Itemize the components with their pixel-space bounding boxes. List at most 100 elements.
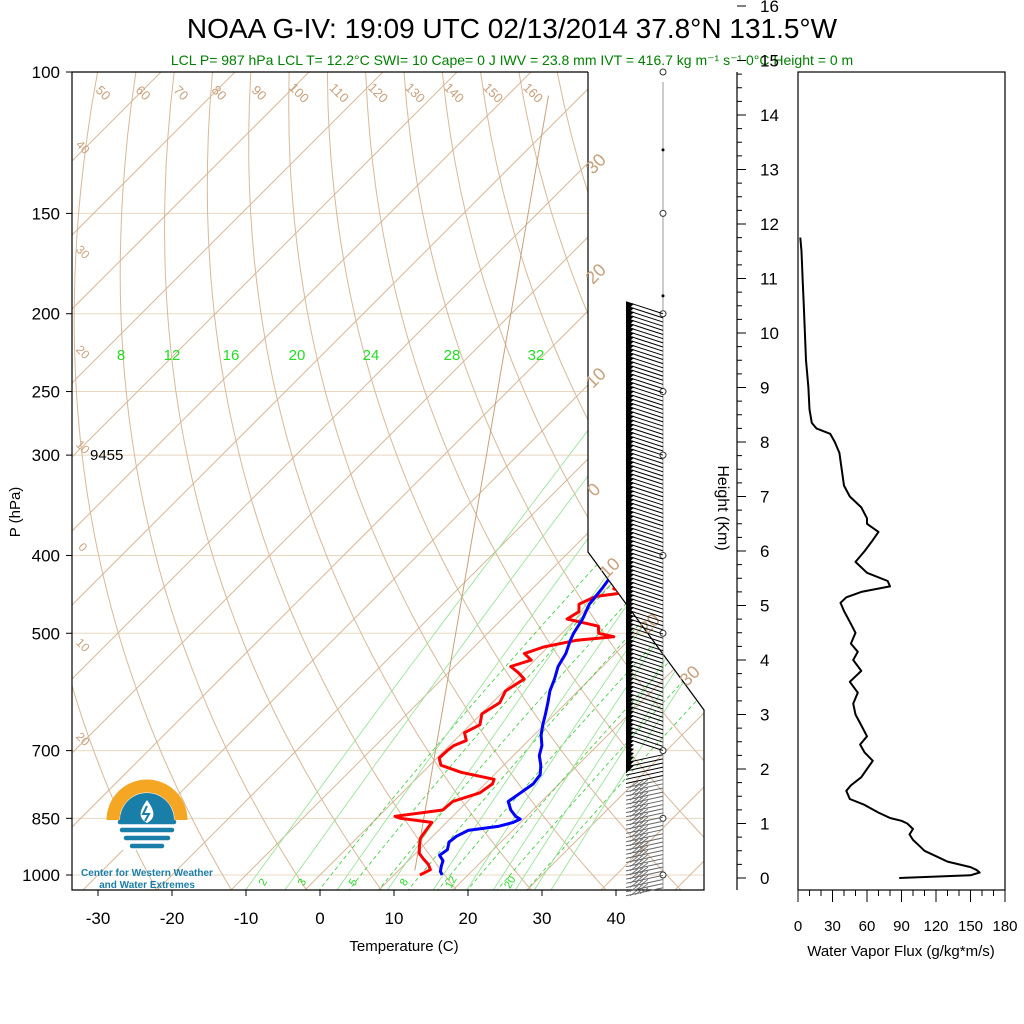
y-tick-label: 100 — [32, 63, 60, 82]
height-tick-label: 8 — [760, 433, 769, 452]
wind-barb-feather — [629, 877, 639, 884]
chart-subtitle: LCL P= 987 hPa LCL T= 12.2°C SWI= 10 Cap… — [171, 52, 853, 68]
dry-adiabat-label: 50 — [93, 82, 114, 103]
isotherm-label-left: 40 — [73, 137, 93, 157]
y-tick-label: 400 — [32, 546, 60, 565]
wvf-x-tick-label: 180 — [992, 918, 1017, 935]
dry-adiabat-line — [119, 72, 309, 890]
wind-barb-feather — [639, 845, 649, 853]
dry-adiabat-line — [825, 72, 1024, 892]
isotherm-line — [154, 72, 704, 890]
parcel-path-line — [414, 95, 549, 871]
isotherm-label-left: 10 — [73, 635, 93, 655]
dry-adiabat-line — [206, 72, 459, 890]
mixing-ratio-label-bottom: 3 — [296, 877, 309, 888]
wind-barb-feather — [634, 784, 644, 792]
height-tick-label: 13 — [760, 161, 779, 180]
wind-point-marker — [661, 148, 665, 152]
chart-title: NOAA G-IV: 19:09 UTC 02/13/2014 37.8°N 1… — [187, 13, 838, 44]
dry-adiabat-line — [248, 72, 534, 890]
height-tick-label: 16 — [760, 0, 779, 16]
x-tick-label: -20 — [160, 909, 185, 928]
wvf-frame — [797, 71, 1006, 891]
wind-point-marker — [661, 294, 665, 298]
wvf-series — [799, 237, 981, 879]
wind-barb — [625, 766, 664, 776]
x-tick-label: -10 — [234, 909, 259, 928]
mixing-ratio-label: 28 — [444, 347, 461, 364]
wind-barb-feather — [639, 829, 649, 836]
mixing-ratio-label-bottom: 2 — [257, 877, 270, 888]
isotherm-line — [376, 72, 704, 890]
mixing-ratio-label: 8 — [117, 347, 125, 364]
wind-barb-feather — [634, 842, 644, 850]
wind-barb-feather — [629, 881, 639, 888]
wind-barb-feather — [629, 814, 639, 822]
dry-adiabat-label: 100 — [286, 80, 312, 106]
wind-barb-feather — [634, 880, 644, 887]
wind-barb-feather — [639, 812, 649, 820]
isotherm-line — [302, 72, 704, 890]
wind-barb-feather — [629, 827, 639, 834]
wind-barb-feather — [639, 875, 649, 882]
wind-barb-feather — [629, 822, 639, 830]
y-tick-label: 200 — [32, 305, 60, 324]
dry-adiabat-line — [787, 72, 1024, 892]
mixing-ratio-label: 20 — [289, 347, 306, 364]
isotherm-label-left: 0 — [76, 540, 91, 555]
dry-adiabat-line — [749, 72, 1024, 892]
water-vapor-flux-line — [799, 237, 981, 879]
wind-barb-feather — [629, 818, 639, 826]
wind-barb-feather — [629, 835, 639, 843]
mixing-ratio-line — [513, 362, 704, 890]
logo-line2: and Water Extremes — [99, 880, 195, 891]
wind-barb-feather — [629, 810, 639, 818]
mixing-ratio-line — [243, 362, 641, 890]
moist-adiabat-line — [495, 555, 704, 890]
y-tick-label: 500 — [32, 624, 60, 643]
wind-barb — [625, 770, 664, 780]
dry-adiabat-line — [164, 72, 384, 890]
dry-adiabat-label: 60 — [133, 82, 154, 103]
wind-barb-feather — [629, 797, 639, 805]
wind-barb-feather — [634, 809, 644, 817]
isotherm-line — [72, 72, 310, 890]
mixing-ratio-label-bottom: 8 — [398, 877, 411, 888]
x-tick-label: 30 — [533, 909, 552, 928]
dry-adiabat-line — [633, 72, 704, 890]
dry-adiabat-line — [480, 72, 704, 890]
wind-barb-feather — [639, 804, 649, 811]
wind-barb-feather — [639, 883, 649, 890]
wind-barb-feather — [634, 817, 644, 825]
dry-adiabat-line — [288, 72, 609, 890]
isotherm-label-left: 20 — [73, 729, 93, 749]
mixing-ratio-line — [283, 362, 674, 890]
calm-wind-marker — [659, 68, 667, 76]
dry-adiabat-line — [403, 72, 704, 890]
isotherm-line — [72, 72, 532, 890]
wind-barb-feather — [634, 867, 644, 875]
mixing-ratio-label: 12 — [164, 347, 181, 364]
wind-barb-feather — [634, 821, 644, 829]
wind-barb-feather — [639, 879, 649, 886]
wind-barb — [625, 774, 664, 784]
cw3e-logo: Center for Western Weather and Water Ext… — [81, 779, 213, 891]
calm-wind-marker — [659, 551, 667, 559]
wind-barb-feather — [639, 841, 649, 849]
wind-barb-feather — [629, 781, 639, 788]
dry-adiabat-label: 150 — [480, 80, 506, 106]
x-tick-label: 40 — [607, 909, 626, 928]
mixing-ratio-line — [532, 362, 704, 890]
wvf-x-tick-label: 30 — [824, 918, 841, 935]
height-tick-label: 12 — [760, 215, 779, 234]
mixing-ratio-line — [491, 362, 704, 890]
x-tick-label: 0 — [315, 909, 324, 928]
height-tick-label: 3 — [760, 706, 769, 725]
wvf-x-tick-label: 150 — [958, 918, 983, 935]
wind-barb-feather — [634, 888, 644, 896]
wind-barb-feather — [634, 834, 644, 842]
dry-adiabat-label: 90 — [249, 82, 270, 103]
wind-barb-feather — [634, 855, 644, 862]
